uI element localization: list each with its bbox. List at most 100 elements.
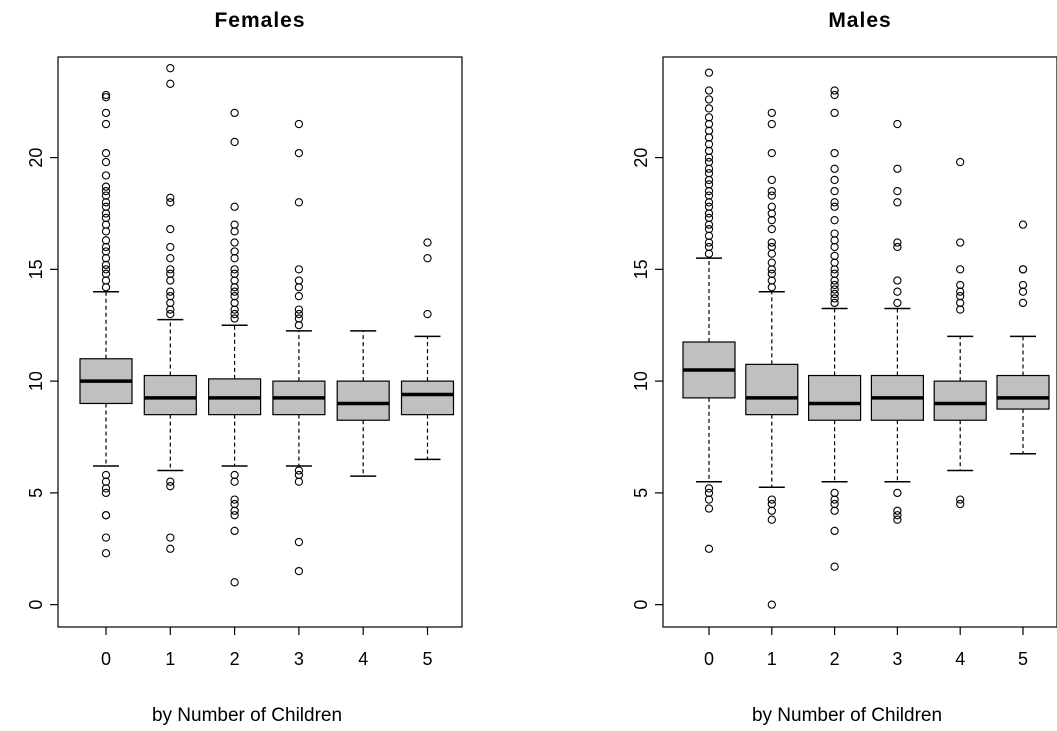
box-4	[933, 157, 987, 509]
outlier-point	[830, 276, 839, 285]
outlier-point	[166, 477, 175, 486]
outlier-point	[230, 292, 239, 301]
outlier-point	[101, 247, 111, 256]
outlier-point	[767, 238, 776, 247]
outlier-point	[830, 289, 839, 299]
outlier-point	[166, 292, 175, 301]
x-tick-label: 4	[358, 649, 368, 669]
outlier-point	[893, 506, 902, 515]
outlier-point	[101, 283, 111, 292]
box-5	[996, 220, 1050, 455]
outlier-point	[893, 238, 902, 247]
outlier-point	[230, 499, 239, 509]
box-3	[870, 119, 925, 524]
outlier-point	[956, 287, 965, 296]
outlier-point	[767, 276, 776, 285]
outlier-point	[294, 198, 304, 207]
outlier-point	[956, 265, 965, 274]
iqr-box	[933, 380, 987, 421]
outlier-point	[294, 305, 304, 314]
outlier-point	[294, 566, 304, 576]
outlier-point	[956, 280, 965, 290]
outlier-point	[423, 309, 432, 319]
y-tick-label: 20	[631, 148, 651, 168]
outlier-point	[704, 186, 714, 196]
outlier-point	[294, 119, 304, 129]
box-0	[79, 90, 133, 558]
outlier-point	[704, 242, 714, 252]
outlier-point	[166, 287, 175, 296]
outlier-point	[767, 186, 776, 196]
outlier-point	[704, 86, 714, 95]
outlier-point	[166, 482, 175, 491]
iqr-box	[143, 374, 197, 416]
outlier-point	[893, 515, 902, 524]
outlier-point	[166, 79, 175, 88]
outlier-point	[230, 283, 239, 292]
outlier-point	[294, 466, 304, 475]
outlier-point	[294, 148, 304, 158]
outlier-point	[767, 216, 776, 225]
outlier-point	[830, 506, 839, 515]
x-tick-label: 0	[704, 649, 714, 669]
outlier-point	[704, 119, 714, 129]
outlier-point	[230, 578, 239, 587]
outlier-point	[166, 533, 175, 542]
outlier-point	[230, 305, 239, 314]
outlier-point	[166, 544, 175, 553]
outlier-point	[767, 249, 776, 258]
outlier-point	[1018, 220, 1028, 229]
box-0	[682, 68, 736, 553]
outlier-point	[767, 495, 776, 504]
outlier-point	[704, 153, 714, 162]
outlier-point	[230, 506, 239, 515]
outlier-point	[830, 148, 839, 158]
outlier-point	[893, 287, 902, 296]
outlier-point	[830, 269, 839, 278]
outlier-point	[101, 90, 111, 100]
outlier-point	[893, 164, 902, 173]
outlier-point	[294, 537, 304, 547]
outlier-point	[230, 511, 239, 520]
outlier-point	[704, 113, 714, 122]
outlier-point	[101, 148, 111, 158]
outlier-point	[893, 198, 902, 207]
outlier-point	[230, 495, 239, 504]
box-4	[336, 330, 390, 477]
x-tick-label: 0	[101, 649, 111, 669]
box-1	[745, 108, 799, 609]
outlier-point	[767, 269, 776, 278]
outlier-point	[101, 171, 111, 180]
y-tick-label: 0	[26, 600, 46, 610]
outlier-point	[294, 292, 304, 301]
panel-title: Females	[214, 9, 305, 32]
outlier-point	[704, 164, 714, 173]
outlier-point	[830, 186, 839, 196]
outlier-point	[704, 95, 714, 104]
outlier-point	[830, 108, 839, 118]
outlier-point	[704, 231, 714, 240]
outlier-point	[704, 104, 714, 113]
outlier-point	[230, 220, 239, 229]
outlier-point	[956, 238, 965, 247]
outlier-point	[166, 265, 175, 274]
outlier-point	[704, 544, 714, 553]
outlier-point	[830, 294, 839, 303]
x-tick-label: 3	[294, 649, 304, 669]
outlier-point	[101, 265, 111, 274]
outlier-point	[830, 202, 839, 211]
outlier-point	[101, 477, 111, 486]
outlier-point	[166, 309, 175, 319]
outlier-point	[230, 265, 239, 274]
outlier-point	[294, 477, 304, 486]
outlier-point	[767, 506, 776, 515]
outlier-point	[893, 511, 902, 520]
outlier-point	[704, 224, 714, 234]
outlier-point	[767, 242, 776, 252]
outlier-point	[956, 157, 965, 167]
outlier-point	[101, 260, 111, 270]
outlier-point	[830, 90, 839, 100]
box-1	[143, 64, 197, 553]
outlier-point	[230, 269, 239, 278]
